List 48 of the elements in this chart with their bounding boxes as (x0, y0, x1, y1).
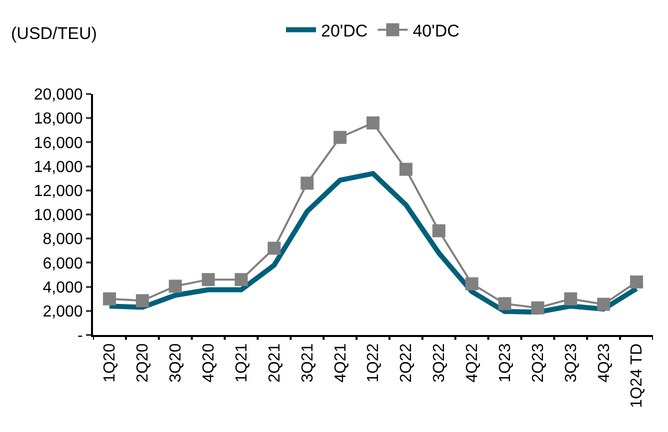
x-tick-label: 4Q20 (200, 343, 218, 383)
x-tick-label: 3Q21 (299, 343, 316, 383)
y-tick-label: 4,000 (42, 279, 83, 296)
point (268, 242, 281, 255)
point (334, 130, 347, 144)
x-tick-label: 4Q22 (464, 343, 482, 383)
x-tick-label: 3Q20 (168, 343, 185, 383)
point (168, 280, 182, 293)
y-tick-label: 18,000 (34, 110, 83, 128)
point (202, 273, 215, 286)
y-tick-label: 8,000 (42, 231, 83, 248)
point (597, 298, 610, 311)
point (366, 116, 380, 130)
y-tick-label: 2,000 (42, 304, 83, 320)
x-tick-label: 2Q22 (398, 343, 416, 383)
x-tick-label: 2Q21 (266, 343, 284, 383)
x-tick-label: 2Q20 (134, 343, 152, 383)
y-tick-label: - (77, 328, 83, 345)
y-tick-label: 12,000 (34, 183, 83, 200)
point (531, 301, 544, 314)
x-tick-label: 1Q23 (496, 343, 514, 383)
x-tick-label: 1Q21 (233, 343, 250, 383)
point (234, 273, 248, 286)
y-tick-label: 16,000 (34, 134, 83, 152)
x-tick-label: 1Q20 (102, 343, 119, 383)
x-tick-label: 3Q22 (431, 343, 448, 383)
x-tick-label: 4Q21 (332, 343, 350, 383)
point (498, 297, 512, 310)
x-tick-label: 1Q22 (365, 343, 382, 383)
legend-label: 40'DC (412, 21, 460, 40)
point (136, 294, 149, 308)
x-tick-label: 3Q23 (562, 343, 580, 383)
x-tick-label: 1Q24 TD (628, 343, 646, 408)
x-tick-label: 2Q23 (530, 343, 547, 383)
legend-label: 20'DC (321, 21, 368, 40)
point (564, 292, 578, 306)
point (300, 176, 314, 190)
y-tick-label: 14,000 (34, 158, 83, 176)
y-tick-label: 6,000 (42, 255, 83, 272)
point (465, 277, 478, 290)
x-tick-label: 4Q23 (596, 343, 613, 383)
point (399, 162, 412, 176)
y-tick-label: 20,000 (34, 86, 83, 104)
y-axis-title: (USD/TEU) (11, 24, 97, 43)
point (630, 275, 644, 288)
point (432, 224, 446, 238)
point (102, 292, 116, 306)
y-tick-label: 10,000 (34, 207, 83, 224)
